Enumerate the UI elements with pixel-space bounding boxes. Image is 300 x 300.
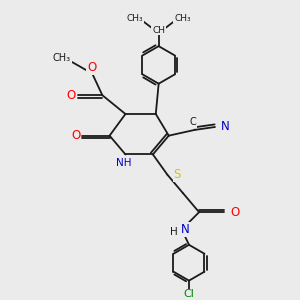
Text: C: C	[190, 117, 197, 127]
Text: S: S	[174, 168, 181, 181]
Text: N: N	[221, 121, 230, 134]
Text: Cl: Cl	[184, 290, 194, 299]
Text: H: H	[170, 227, 178, 237]
Text: O: O	[71, 129, 80, 142]
Text: CH₃: CH₃	[174, 14, 191, 22]
Text: CH₃: CH₃	[127, 14, 143, 22]
Text: CH₃: CH₃	[53, 53, 71, 63]
Text: CH: CH	[152, 26, 165, 35]
Text: O: O	[230, 206, 239, 219]
Text: O: O	[87, 61, 96, 74]
Text: NH: NH	[116, 158, 132, 167]
Text: O: O	[67, 89, 76, 102]
Text: N: N	[181, 223, 190, 236]
